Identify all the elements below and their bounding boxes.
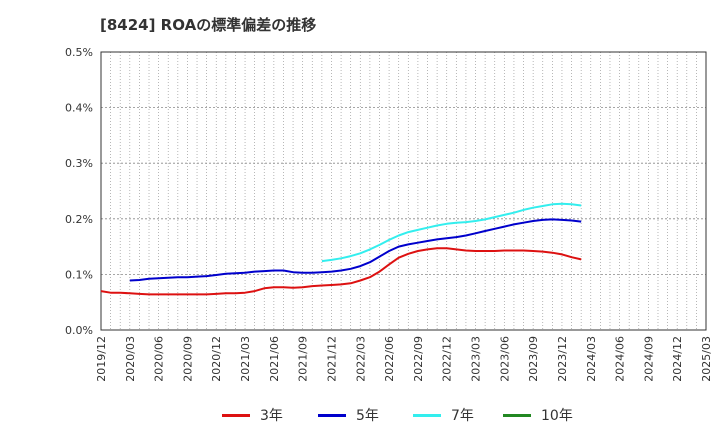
x-tick-label: 2024/06 xyxy=(614,336,627,382)
series-line xyxy=(100,247,582,296)
series-3年 xyxy=(100,247,582,296)
y-tick-label: 0.3% xyxy=(65,157,93,170)
x-tick-label: 2020/09 xyxy=(181,336,194,382)
series-5年 xyxy=(129,218,582,282)
x-tick-label: 2023/06 xyxy=(498,336,511,382)
series-7年 xyxy=(321,202,582,263)
legend: 3年 5年 7年 10年 xyxy=(0,404,720,428)
x-tick-label: 2022/06 xyxy=(383,336,396,382)
x-tick-label: 2024/03 xyxy=(585,336,598,382)
x-tick-label: 2021/06 xyxy=(268,336,281,382)
series-layer xyxy=(100,202,582,296)
y-tick-label: 0.2% xyxy=(65,213,93,226)
series-line xyxy=(129,218,582,282)
x-tick-label: 2021/12 xyxy=(325,336,338,382)
x-tick-label: 2024/12 xyxy=(671,336,684,382)
x-tick-label: 2025/03 xyxy=(700,336,713,382)
y-tick-label: 0.1% xyxy=(65,268,93,281)
y-tick-label: 0.5% xyxy=(65,46,93,59)
series-line xyxy=(321,202,582,263)
legend-swatch xyxy=(318,413,346,417)
x-tick-label: 2021/03 xyxy=(239,336,252,382)
x-tick-label: 2022/09 xyxy=(412,336,425,382)
plot-frame xyxy=(100,51,707,331)
x-tick-label: 2022/03 xyxy=(354,336,367,382)
x-tick-label: 2024/09 xyxy=(642,336,655,382)
x-tick-label: 2023/09 xyxy=(527,336,540,382)
x-tick-label: 2020/12 xyxy=(210,336,223,382)
y-tick-label: 0.0% xyxy=(65,324,93,337)
x-tick-label: 2020/06 xyxy=(153,336,166,382)
legend-label: 5年 xyxy=(356,408,379,424)
x-tick-label: 2019/12 xyxy=(95,336,108,382)
legend-swatch xyxy=(503,413,531,417)
legend-item: 3年 xyxy=(222,404,283,426)
legend-label: 3年 xyxy=(260,408,283,424)
legend-label: 10年 xyxy=(541,408,573,424)
x-axis-ticks: 2019/12 2020/03 2020/06 2020/09 2020/12 2021/… xyxy=(95,336,713,382)
y-tick-label: 0.4% xyxy=(65,102,93,115)
legend-item: 7年 xyxy=(413,404,474,426)
legend-swatch xyxy=(413,413,441,417)
x-tick-label: 2022/12 xyxy=(441,336,454,382)
legend-swatch xyxy=(222,413,250,417)
x-tick-label: 2020/03 xyxy=(124,336,137,382)
x-tick-label: 2023/03 xyxy=(470,336,483,382)
y-axis-ticks: 0.0% 0.1% 0.2% 0.3% 0.4% 0.5% xyxy=(65,46,93,337)
chart-title: [8424] ROAの標準偏差の推移 xyxy=(100,16,317,34)
legend-item: 5年 xyxy=(318,404,379,426)
grid-layer xyxy=(101,51,706,331)
x-tick-label: 2023/12 xyxy=(556,336,569,382)
legend-item: 10年 xyxy=(503,404,573,426)
x-tick-label: 2021/09 xyxy=(297,336,310,382)
legend-label: 7年 xyxy=(451,408,474,424)
